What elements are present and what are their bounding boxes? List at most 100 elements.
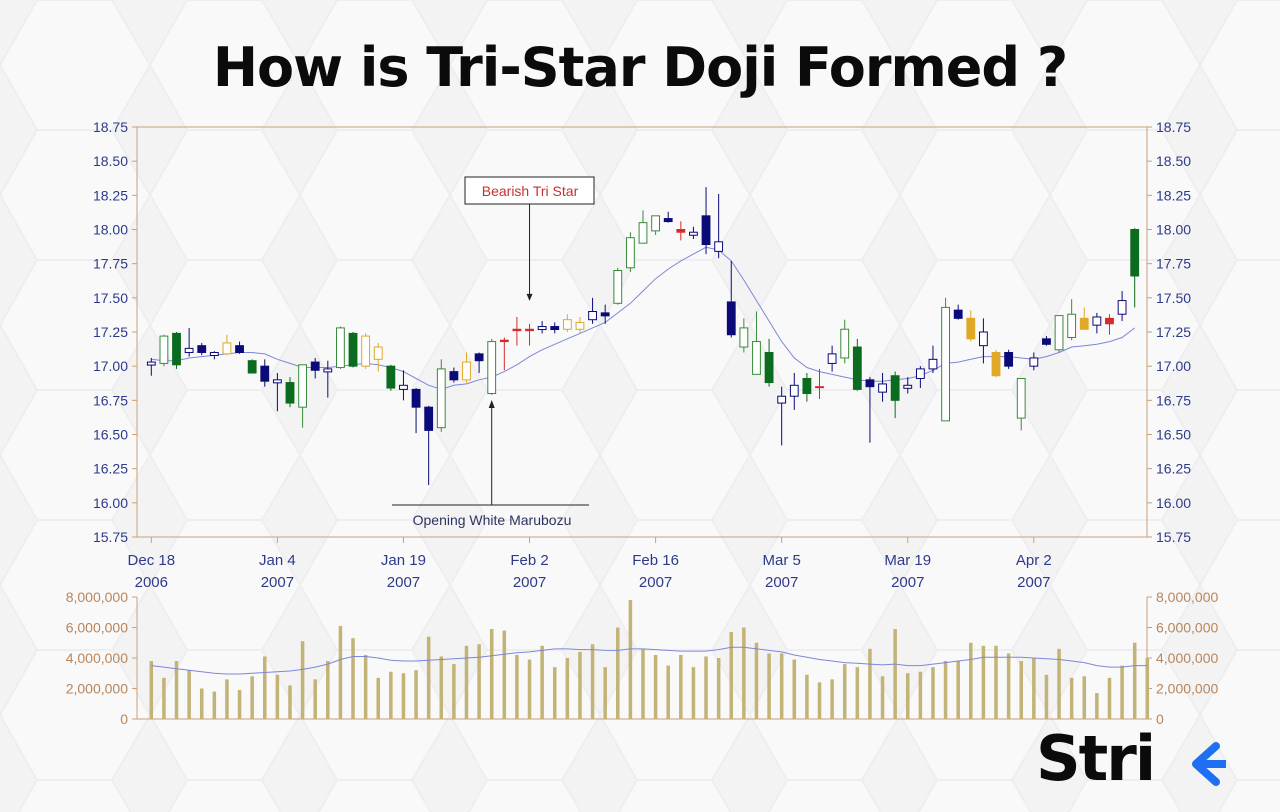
- candle-body: [373, 346, 383, 360]
- volume-bar: [767, 653, 771, 719]
- year-tick-label: 2007: [891, 574, 924, 591]
- candle-body: [146, 361, 156, 366]
- volume-tick-label-left: 4,000,000: [66, 650, 128, 666]
- volume-bar: [552, 667, 557, 719]
- volume-tick-label-left: 8,000,000: [66, 589, 128, 605]
- volume-bar: [162, 677, 166, 719]
- volume-bar: [704, 656, 708, 719]
- candle-body: [436, 368, 446, 429]
- volume-bar: [1006, 653, 1011, 719]
- volume-bar: [679, 654, 683, 719]
- candle-body: [739, 327, 749, 348]
- volume-bar: [326, 661, 330, 719]
- volume-bar: [918, 671, 923, 719]
- candle-body: [197, 345, 207, 353]
- price-tick-label-right: 18.75: [1156, 119, 1191, 135]
- volume-bar: [452, 664, 456, 719]
- volume-bar: [477, 644, 481, 719]
- annotation-box: [464, 176, 595, 205]
- price-tick-label-left: 17.00: [93, 358, 128, 374]
- volume-bar: [905, 673, 910, 719]
- candle-body: [386, 365, 396, 389]
- price-tick-label-right: 17.00: [1156, 358, 1191, 374]
- candle-body: [499, 339, 509, 343]
- candle-body: [714, 241, 724, 252]
- volume-bar: [578, 651, 582, 719]
- candle-body: [1105, 317, 1114, 325]
- date-tick-label: Feb 2: [510, 552, 548, 569]
- price-tick-label-right: 17.75: [1156, 256, 1191, 272]
- volume-bar: [716, 658, 721, 719]
- candle-body: [260, 365, 270, 382]
- year-tick-label: 2007: [261, 574, 294, 591]
- volume-bar: [439, 656, 444, 719]
- volume-bar: [628, 600, 633, 719]
- volume-bar: [616, 627, 620, 719]
- candle-body: [512, 328, 522, 332]
- candle-body: [449, 371, 459, 381]
- price-tick-label-left: 16.00: [93, 495, 128, 511]
- annotation-arrowhead: [526, 293, 533, 301]
- volume-bar: [250, 676, 254, 719]
- volume-bar: [263, 656, 267, 719]
- candle-body: [172, 332, 181, 366]
- candle-body: [802, 377, 812, 395]
- volume-bar: [489, 629, 494, 719]
- volume-bar: [1095, 693, 1099, 719]
- volume-bar: [464, 645, 469, 719]
- candle-body: [298, 364, 308, 408]
- arrow-icon: [1192, 742, 1226, 786]
- volume-moving-average-line: [151, 646, 1148, 675]
- page-title: How is Tri-Star Doji Formed ?: [212, 36, 1068, 99]
- candle-body: [424, 406, 434, 431]
- candle-body: [752, 341, 761, 375]
- price-tick-label-right: 17.25: [1156, 324, 1191, 340]
- candle-body: [890, 375, 900, 401]
- price-tick-label-right: 16.00: [1156, 495, 1191, 511]
- volume-bar: [830, 679, 834, 719]
- volume-tick-label-right: 2,000,000: [1156, 681, 1218, 697]
- price-tick-label-left: 15.75: [93, 529, 128, 545]
- volume-bar: [1032, 658, 1036, 719]
- price-tick-label-right: 18.50: [1156, 153, 1191, 169]
- candle-body: [676, 229, 686, 233]
- volume-bar: [742, 627, 746, 719]
- volume-bar: [199, 688, 204, 719]
- date-tick-label: Jan 19: [381, 552, 426, 569]
- candle-body: [575, 321, 585, 330]
- candle-body: [159, 335, 169, 364]
- candle-body: [1079, 317, 1089, 330]
- candle-body: [651, 215, 661, 232]
- volume-tick-label-left: 6,000,000: [66, 620, 128, 636]
- annotation-arrowhead: [488, 400, 495, 408]
- volume-bar: [653, 654, 658, 719]
- volume-bar: [792, 659, 797, 719]
- brand-name: Stri: [1036, 722, 1156, 795]
- candle-body: [209, 352, 219, 356]
- volume-tick-label-left: 2,000,000: [66, 681, 128, 697]
- volume-bar: [212, 691, 217, 719]
- candle-body: [235, 345, 244, 353]
- volume-bar: [1082, 676, 1087, 719]
- volume-bar: [1057, 648, 1061, 719]
- candle-body: [815, 386, 824, 389]
- volume-bar: [313, 679, 317, 719]
- year-tick-label: 2007: [765, 574, 798, 591]
- price-tick-label-right: 15.75: [1156, 529, 1191, 545]
- candle-body: [777, 395, 787, 404]
- candle-body: [525, 328, 534, 332]
- year-tick-label: 2007: [1017, 574, 1050, 591]
- volume-bar: [956, 661, 960, 719]
- price-tick-label-left: 18.75: [93, 119, 128, 135]
- volume-bar: [1145, 658, 1150, 719]
- candle-body: [1054, 315, 1064, 351]
- candle-body: [310, 361, 320, 371]
- candle-body: [966, 317, 976, 340]
- volume-tick-label-right: 4,000,000: [1156, 650, 1218, 666]
- candle-body: [764, 352, 774, 384]
- candle-body: [991, 352, 1001, 377]
- volume-bar: [1132, 642, 1137, 719]
- volume-bar: [603, 667, 607, 719]
- price-tick-label-right: 18.25: [1156, 187, 1191, 203]
- volume-bar: [300, 641, 305, 719]
